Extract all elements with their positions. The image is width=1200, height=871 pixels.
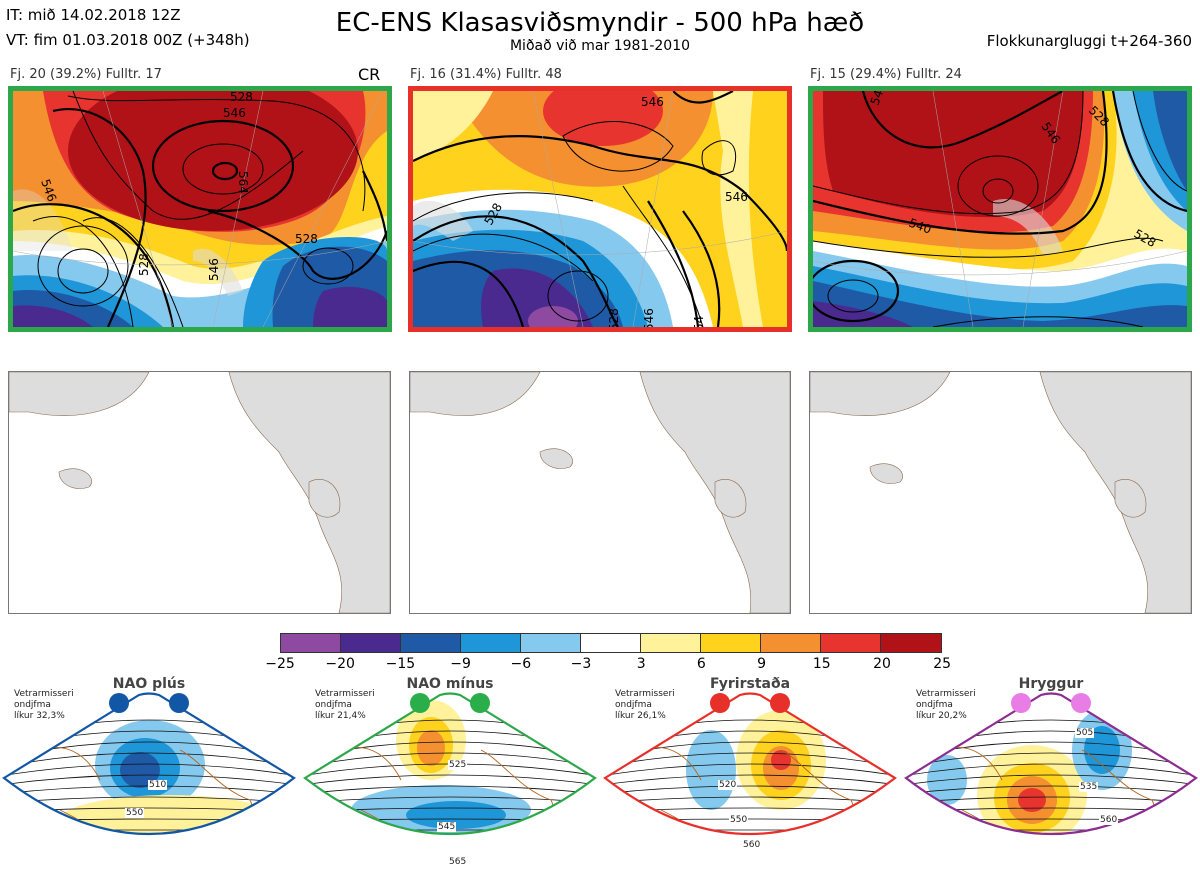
regime-contour-label: 560 [1099, 815, 1119, 825]
contour-label: 564 [236, 171, 250, 194]
colorbar-segment [581, 634, 642, 652]
classification-window: Flokkunargluggi t+264-360 [986, 32, 1192, 50]
regime-contour-label: 560 [742, 840, 762, 850]
contour-label: 546 [725, 190, 748, 204]
colorbar-segment [401, 634, 462, 652]
regime-dot [169, 693, 189, 713]
contour-label: 546 [223, 106, 246, 120]
regime-dot [109, 693, 129, 713]
regime-map [904, 692, 1198, 835]
colorbar-segment [641, 634, 702, 652]
anomaly-map-3 [809, 371, 1192, 614]
regime-note: Vetrarmisseri ondjfma líkur 32,3% [14, 689, 74, 721]
regime-contour-label: 550 [125, 808, 145, 818]
regime-dot [470, 693, 490, 713]
colorbar-tick-label: 9 [757, 656, 767, 672]
colorbar-tick-label: 6 [696, 656, 706, 672]
cluster-2-map: 546 528 546 528 546 54 [408, 86, 792, 332]
colorbar-tick-label: −20 [325, 656, 355, 672]
anomaly-map-2 [409, 371, 791, 614]
page-subtitle: Miðað við mar 1981-2010 [509, 38, 691, 54]
regime-contour-label: 520 [718, 780, 738, 790]
regime-note: Vetrarmisseri ondjfma líkur 26,1% [615, 689, 675, 721]
contour-label: 528 [137, 253, 151, 276]
contour-label: 528 [230, 91, 253, 104]
regime-map [603, 692, 897, 835]
regime-dot [710, 693, 730, 713]
regime-dot [770, 693, 790, 713]
contour-label: 54 [692, 316, 706, 327]
colorbar [280, 633, 943, 653]
regime-map [303, 692, 597, 835]
colorbar-tick-label: 20 [873, 656, 891, 672]
cluster-1-tag: CR [358, 65, 381, 84]
regime-dot [1011, 693, 1031, 713]
regime-contour-label: 525 [448, 760, 468, 770]
valid-time: VT: fim 01.03.2018 00Z (+348h) [6, 31, 250, 49]
cluster-1-map: 528 546 564 546 528 528 546 [8, 86, 392, 332]
cluster-1-label: Fj. 20 (39.2%) Fulltr. 17 [10, 67, 162, 82]
cluster-3-label: Fj. 15 (29.4%) Fulltr. 24 [810, 67, 962, 82]
regime-note: Vetrarmisseri ondjfma líkur 20,2% [916, 689, 976, 721]
colorbar-tick-label: −15 [385, 656, 416, 672]
regime-contour-label: 535 [1079, 782, 1099, 792]
regime-title: Hryggur [1018, 676, 1084, 692]
regime-title: NAO mínus [406, 676, 494, 692]
regime-contour-label: 550 [729, 815, 749, 825]
colorbar-segment [341, 634, 402, 652]
contour-label: 528 [607, 308, 621, 327]
cluster-3-map: 528 546 540 528 546 [808, 86, 1192, 332]
colorbar-tick-label: 25 [933, 656, 952, 672]
contour-label: 546 [207, 258, 221, 281]
colorbar-tick-label: −9 [450, 656, 471, 672]
regime-contour-label: 505 [1075, 728, 1095, 738]
regime-contour-label: 545 [437, 822, 457, 832]
contour-label: 528 [295, 232, 318, 246]
page-title: EC-ENS Klasasviðsmyndir - 500 hPa hæð [335, 8, 865, 38]
colorbar-segment [761, 634, 822, 652]
regime-title: Fyrirstaða [709, 676, 791, 692]
init-time: IT: mið 14.02.2018 12Z [6, 6, 181, 24]
colorbar-tick-label: 3 [636, 656, 646, 672]
regime-note: Vetrarmisseri ondjfma líkur 21,4% [315, 689, 375, 721]
regime-dot [410, 693, 430, 713]
regime-title: NAO plús [112, 676, 186, 692]
cluster-2-label: Fj. 16 (31.4%) Fulltr. 48 [410, 67, 562, 82]
contour-label: 546 [642, 308, 656, 327]
colorbar-tick-label: −25 [265, 656, 295, 672]
colorbar-segment [701, 634, 762, 652]
regime-contour-label: 565 [448, 857, 468, 867]
contour-label: 546 [641, 95, 664, 109]
colorbar-segment [821, 634, 882, 652]
colorbar-segment [281, 634, 342, 652]
colorbar-tick-label: −6 [510, 656, 532, 672]
colorbar-segment [881, 634, 942, 652]
regime-contour-label: 510 [148, 780, 168, 790]
colorbar-tick-label: −3 [570, 656, 592, 672]
colorbar-segment [521, 634, 582, 652]
anomaly-map-1 [8, 371, 391, 614]
colorbar-segment [461, 634, 522, 652]
colorbar-tick-label: 15 [812, 656, 831, 672]
regime-dot [1071, 693, 1091, 713]
